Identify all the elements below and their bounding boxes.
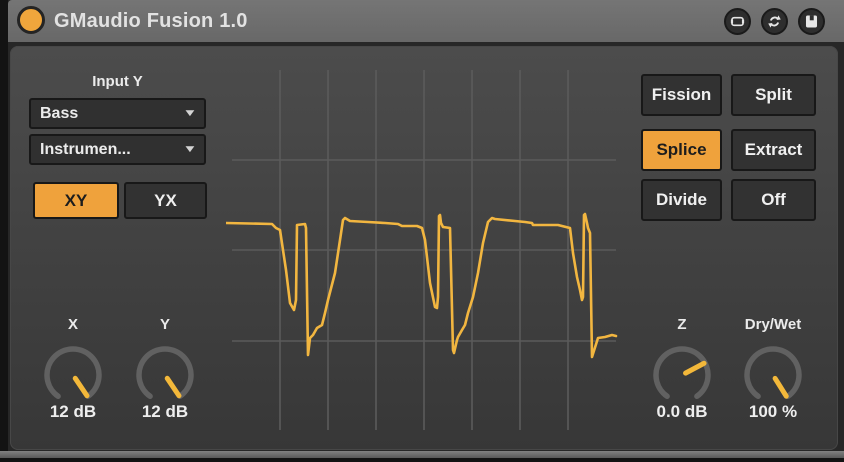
- save-button[interactable]: [798, 8, 825, 35]
- mode-button-extract[interactable]: Extract: [731, 129, 816, 171]
- device-frame-icon: [729, 13, 746, 30]
- knob-arc: [653, 346, 711, 400]
- chevron-down-icon: ▼: [182, 108, 198, 119]
- title-bar: GMaudio Fusion 1.0: [8, 0, 844, 42]
- knob-arc: [44, 346, 102, 400]
- knob-needle: [683, 360, 707, 376]
- waveform-display: [226, 70, 618, 430]
- knob-x-value[interactable]: 12 dB: [49, 402, 97, 421]
- hot-swap-icon: [766, 13, 783, 30]
- save-icon: [803, 13, 820, 30]
- chevron-down-icon: ▼: [182, 144, 198, 155]
- order-button-xy[interactable]: XY: [33, 182, 119, 219]
- knob-x-dial[interactable]: [41, 343, 105, 407]
- device-activator-led[interactable]: [17, 6, 45, 34]
- input-track-dropdown[interactable]: Bass ▼: [29, 98, 206, 129]
- knob-drywet-value[interactable]: 100 %: [748, 402, 798, 421]
- knob-y: Y 12 dB: [127, 316, 203, 428]
- knob-y-value[interactable]: 12 dB: [141, 402, 189, 421]
- knob-z-dial[interactable]: [650, 343, 714, 407]
- input-channel-dropdown[interactable]: Instrumen... ▼: [29, 134, 206, 165]
- knob-drywet: Dry/Wet 100 %: [735, 316, 811, 428]
- knob-drywet-label: Dry/Wet: [744, 316, 802, 333]
- mode-button-splice[interactable]: Splice: [641, 129, 722, 171]
- device-body: Input Y Bass ▼ Instrumen... ▼ XY YX Fissio…: [10, 46, 838, 450]
- mode-button-divide[interactable]: Divide: [641, 179, 722, 221]
- hot-swap-button[interactable]: [761, 8, 788, 35]
- mode-button-off[interactable]: Off: [731, 179, 816, 221]
- knob-y-dial[interactable]: [133, 343, 197, 407]
- waveform-trace: [226, 212, 618, 359]
- knob-arc: [136, 346, 194, 400]
- order-button-yx[interactable]: YX: [124, 182, 207, 219]
- knob-needle: [772, 375, 789, 399]
- knob-y-label: Y: [159, 316, 170, 333]
- knob-x: X 12 dB: [35, 316, 111, 428]
- device-frame: GMaudio Fusion 1.0: [8, 0, 844, 451]
- knob-needle: [164, 375, 182, 399]
- input-track-value: Bass: [40, 104, 79, 122]
- knob-arc: [744, 346, 802, 400]
- knob-drywet-dial[interactable]: [741, 343, 805, 407]
- input-y-label: Input Y: [92, 73, 143, 90]
- knob-z-value[interactable]: 0.0 dB: [656, 402, 708, 421]
- device-frame-button[interactable]: [724, 8, 751, 35]
- knob-x-label: X: [67, 316, 78, 333]
- knob-z: Z 0.0 dB: [644, 316, 720, 428]
- device-title: GMaudio Fusion 1.0: [54, 10, 248, 32]
- bottom-strip: [0, 451, 844, 458]
- knob-z-label: Z: [677, 316, 687, 333]
- knob-needle: [72, 375, 90, 399]
- input-channel-value: Instrumen...: [40, 140, 131, 158]
- mode-button-fission[interactable]: Fission: [641, 74, 722, 116]
- mode-button-split[interactable]: Split: [731, 74, 816, 116]
